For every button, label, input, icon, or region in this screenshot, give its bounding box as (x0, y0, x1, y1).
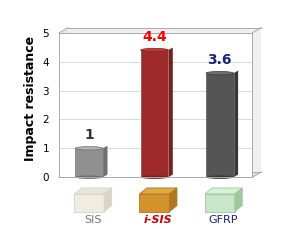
Polygon shape (168, 47, 173, 177)
Polygon shape (104, 188, 112, 212)
Text: 3.6: 3.6 (208, 53, 232, 67)
Ellipse shape (206, 71, 234, 75)
Polygon shape (59, 33, 252, 177)
Polygon shape (234, 71, 238, 177)
Polygon shape (59, 172, 262, 177)
Polygon shape (59, 27, 68, 177)
Polygon shape (205, 188, 242, 194)
Ellipse shape (75, 175, 103, 179)
Ellipse shape (141, 48, 168, 52)
Ellipse shape (75, 147, 103, 150)
Polygon shape (68, 27, 262, 172)
Ellipse shape (141, 175, 168, 179)
Polygon shape (103, 146, 107, 177)
Text: 1: 1 (84, 128, 94, 142)
Polygon shape (205, 194, 235, 212)
Ellipse shape (206, 175, 234, 179)
Text: GFRP: GFRP (209, 215, 238, 225)
Polygon shape (140, 188, 177, 194)
Polygon shape (74, 188, 112, 194)
Polygon shape (169, 188, 177, 212)
Text: SIS: SIS (84, 215, 102, 225)
Text: i-SIS: i-SIS (144, 215, 172, 225)
Polygon shape (141, 50, 168, 177)
Text: 4.4: 4.4 (142, 30, 167, 44)
Polygon shape (206, 73, 234, 177)
Polygon shape (140, 194, 169, 212)
Polygon shape (235, 188, 242, 212)
Polygon shape (74, 194, 104, 212)
Polygon shape (75, 148, 103, 177)
Y-axis label: Impact resistance: Impact resistance (24, 36, 37, 161)
